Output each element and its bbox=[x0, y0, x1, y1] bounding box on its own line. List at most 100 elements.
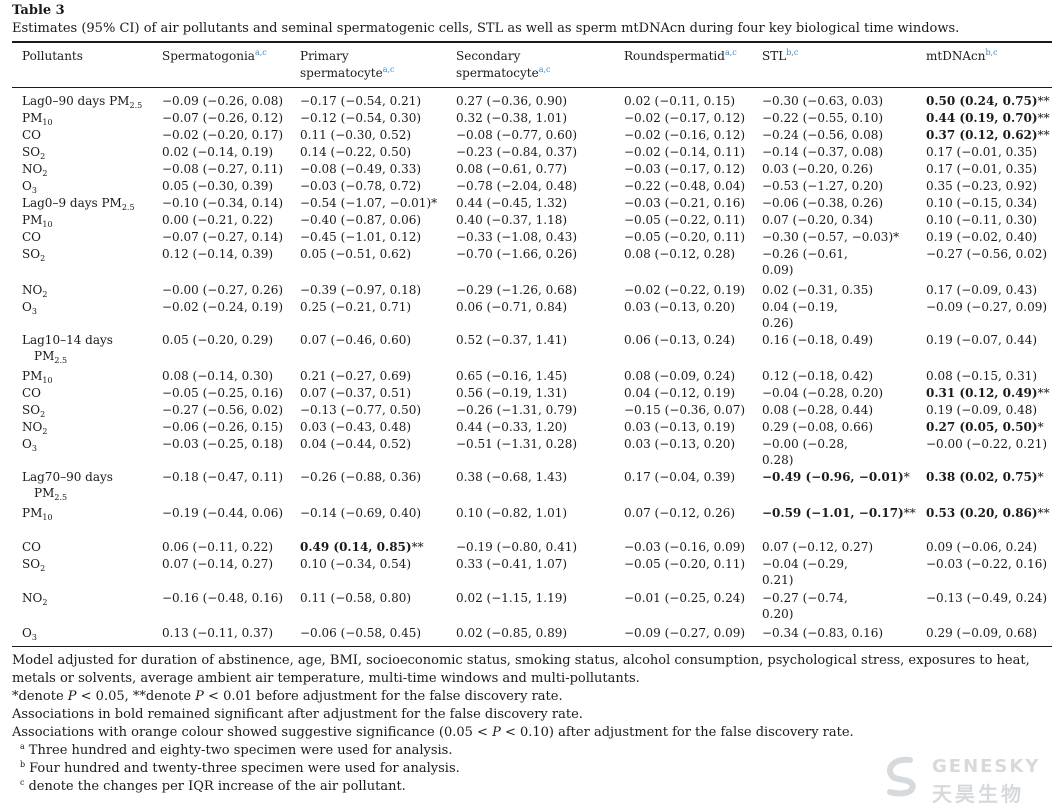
table-cell: 0.06 (−0.71, 0.84) bbox=[456, 300, 568, 314]
table-cell: 0.44 (−0.45, 1.32) bbox=[456, 196, 568, 210]
table-row-pollutant: SO2 bbox=[22, 403, 46, 419]
table-cell: 0.03 (−0.43, 0.48) bbox=[300, 420, 412, 434]
table-cell: 0.02 (−0.11, 0.15) bbox=[624, 94, 736, 108]
table-row-pollutant: O3 bbox=[22, 437, 37, 453]
table-cell: 0.05 (−0.20, 0.29) bbox=[162, 333, 274, 347]
table-cell: 0.56 (−0.19, 1.31) bbox=[456, 386, 568, 400]
table-row-pollutant: CO bbox=[22, 128, 42, 142]
table-cell: −0.09 (−0.27, 0.09) bbox=[624, 626, 746, 640]
table-cell: −0.02 (−0.24, 0.19) bbox=[162, 300, 284, 314]
table-cell: 0.02 (−0.31, 0.35) bbox=[762, 283, 874, 297]
table-cell: 0.03 (−0.13, 0.19) bbox=[624, 420, 736, 434]
table-cell: −0.22 (−0.48, 0.04) bbox=[624, 179, 746, 193]
table-cell: 0.11 (−0.58, 0.80) bbox=[300, 591, 412, 605]
table-cell: 0.19 (−0.09, 0.48) bbox=[926, 403, 1038, 417]
table-caption: Estimates (95% CI) of air pollutants and… bbox=[12, 21, 960, 36]
table-row-pollutant: PM10 bbox=[22, 369, 53, 385]
table-cell: −0.26 (−0.88, 0.36) bbox=[300, 470, 422, 484]
table-cell: −0.49 (−0.96, −0.01)* bbox=[762, 470, 910, 484]
table-row-pollutant: O3 bbox=[22, 626, 37, 642]
table-cell: 0.10 (−0.82, 1.01) bbox=[456, 506, 568, 520]
table-cell: 0.02 (−0.85, 0.89) bbox=[456, 626, 568, 640]
genesky-logo-icon bbox=[887, 756, 916, 797]
table-cell: −0.14 (−0.37, 0.08) bbox=[762, 145, 884, 159]
table-cell: −0.27 (−0.56, 0.02) bbox=[926, 247, 1048, 261]
table-cell: −0.01 (−0.25, 0.24) bbox=[624, 591, 746, 605]
table-cell: −0.00 (−0.27, 0.26) bbox=[162, 283, 284, 297]
table-row-pollutant: NO2 bbox=[22, 420, 48, 436]
table-cell: −0.27 (−0.74, 0.20) bbox=[762, 591, 848, 621]
table-cell: 0.08 (−0.09, 0.24) bbox=[624, 369, 736, 383]
table-cell: 0.17 (−0.04, 0.39) bbox=[624, 470, 736, 484]
table-cell: 0.10 (−0.34, 0.54) bbox=[300, 557, 412, 571]
table-cell: −0.08 (−0.27, 0.11) bbox=[162, 162, 284, 176]
table-row-pollutant: NO2 bbox=[22, 162, 48, 178]
watermark-brand: GENESKY bbox=[932, 756, 1041, 777]
table-cell: 0.07 (−0.37, 0.51) bbox=[300, 386, 412, 400]
table-cell: −0.16 (−0.48, 0.16) bbox=[162, 591, 284, 605]
header-mtdnacn: mtDNAcnb,c bbox=[926, 48, 998, 64]
table-cell: −0.06 (−0.58, 0.45) bbox=[300, 626, 422, 640]
table-label: Table 3 bbox=[12, 3, 65, 18]
header-secondary-spermatocyte: Secondary spermatocytea,c bbox=[456, 49, 551, 80]
header-pollutants: Pollutants bbox=[22, 49, 83, 63]
table-row-pollutant: CO bbox=[22, 540, 42, 554]
note-significance: *denote P < 0.05, **denote P < 0.01 befo… bbox=[12, 689, 563, 704]
table-cell: −0.03 (−0.17, 0.12) bbox=[624, 162, 746, 176]
table-cell: −0.19 (−0.80, 0.41) bbox=[456, 540, 578, 554]
table-cell: −0.07 (−0.27, 0.14) bbox=[162, 230, 284, 244]
table-cell: 0.38 (0.02, 0.75)* bbox=[926, 470, 1044, 484]
table-cell: 0.05 (−0.51, 0.62) bbox=[300, 247, 412, 261]
table-cell: 0.10 (−0.11, 0.30) bbox=[926, 213, 1038, 227]
table-cell: −0.04 (−0.28, 0.20) bbox=[762, 386, 884, 400]
table-cell: 0.44 (−0.33, 1.20) bbox=[456, 420, 568, 434]
table-cell: 0.04 (−0.19, 0.26) bbox=[762, 300, 838, 330]
table-cell: 0.02 (−0.14, 0.19) bbox=[162, 145, 274, 159]
table-row-pollutant: Lag0–90 days PM2.5 bbox=[22, 94, 143, 110]
table-cell: −0.02 (−0.20, 0.17) bbox=[162, 128, 284, 142]
table-row-pollutant: PM10 bbox=[22, 213, 53, 229]
table-cell: −0.03 (−0.22, 0.16) bbox=[926, 557, 1048, 571]
table-cell: 0.06 (−0.11, 0.22) bbox=[162, 540, 274, 554]
table-cell: −0.02 (−0.17, 0.12) bbox=[624, 111, 746, 125]
table-cell: −0.78 (−2.04, 0.48) bbox=[456, 179, 578, 193]
table-row-pollutant: SO2 bbox=[22, 145, 46, 161]
table-cell: 0.44 (0.19, 0.70)** bbox=[926, 111, 1050, 125]
table-cell: −0.09 (−0.27, 0.09) bbox=[926, 300, 1048, 314]
table-cell: 0.07 (−0.12, 0.27) bbox=[762, 540, 874, 554]
table-cell: −0.13 (−0.49, 0.24) bbox=[926, 591, 1048, 605]
table-cell: 0.21 (−0.27, 0.69) bbox=[300, 369, 412, 383]
table-cell: −0.05 (−0.20, 0.11) bbox=[624, 557, 746, 571]
table-cell: −0.02 (−0.22, 0.19) bbox=[624, 283, 746, 297]
table-cell: −0.12 (−0.54, 0.30) bbox=[300, 111, 422, 125]
table-cell: 0.12 (−0.18, 0.42) bbox=[762, 369, 874, 383]
table-cell: 0.49 (0.14, 0.85)** bbox=[300, 540, 424, 554]
table-cell: −0.03 (−0.21, 0.16) bbox=[624, 196, 746, 210]
table-cell: −0.70 (−1.66, 0.26) bbox=[456, 247, 578, 261]
table-cell: −0.10 (−0.34, 0.14) bbox=[162, 196, 284, 210]
table-row-pollutant: O3 bbox=[22, 300, 37, 316]
table-bottom-rule bbox=[12, 646, 1052, 647]
table-cell: −0.00 (−0.28, 0.28) bbox=[762, 437, 848, 467]
table-row-pollutant: PM10 bbox=[22, 111, 53, 127]
table-cell: 0.52 (−0.37, 1.41) bbox=[456, 333, 568, 347]
table-cell: −0.13 (−0.77, 0.50) bbox=[300, 403, 422, 417]
table-cell: −0.29 (−1.26, 0.68) bbox=[456, 283, 578, 297]
footnote-a: a Three hundred and eighty-two specimen w… bbox=[20, 742, 453, 759]
table-cell: 0.03 (−0.20, 0.26) bbox=[762, 162, 874, 176]
table-cell: 0.33 (−0.41, 1.07) bbox=[456, 557, 568, 571]
table-cell: −0.02 (−0.16, 0.12) bbox=[624, 128, 746, 142]
table-row-pollutant: CO bbox=[22, 230, 42, 244]
table-cell: −0.03 (−0.25, 0.18) bbox=[162, 437, 284, 451]
table-cell: 0.50 (0.24, 0.75)** bbox=[926, 94, 1050, 108]
header-roundspermatid: Roundspermatida,c bbox=[624, 48, 737, 64]
table-cell: 0.17 (−0.01, 0.35) bbox=[926, 162, 1038, 176]
table-cell: 0.32 (−0.38, 1.01) bbox=[456, 111, 568, 125]
table-cell: 0.07 (−0.14, 0.27) bbox=[162, 557, 274, 571]
table-row-pollutant: CO bbox=[22, 386, 42, 400]
table-cell: 0.37 (0.12, 0.62)** bbox=[926, 128, 1050, 142]
table-cell: −0.39 (−0.97, 0.18) bbox=[300, 283, 422, 297]
table-cell: 0.31 (0.12, 0.49)** bbox=[926, 386, 1050, 400]
table-cell: 0.27 (−0.36, 0.90) bbox=[456, 94, 568, 108]
